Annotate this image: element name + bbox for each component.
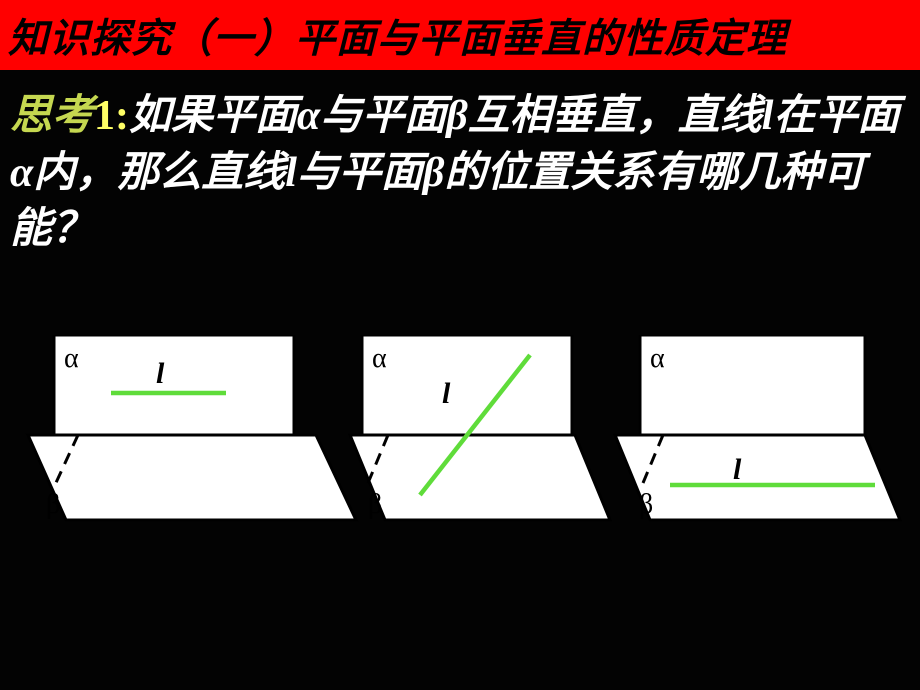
alpha-label: α (64, 343, 79, 374)
question-l1: l (762, 93, 774, 139)
diagrams-container: α β l α β l α β l (0, 335, 920, 635)
thinking-number: 1: (94, 93, 129, 139)
diagram-1: α β l (28, 335, 356, 520)
alpha-label: α (372, 343, 387, 374)
plane-beta (615, 435, 900, 520)
thinking-label: 思考 (10, 93, 94, 139)
diagram-3: α β l (615, 335, 900, 520)
plane-alpha (54, 335, 294, 435)
plane-alpha (640, 335, 865, 435)
plane-beta (350, 435, 610, 520)
header-title: 知识探究（一）平面与平面垂直的性质定理 (8, 6, 787, 64)
beta-label: β (639, 489, 653, 520)
header-bar: 知识探究（一）平面与平面垂直的性质定理 (0, 0, 920, 70)
alpha-label: α (650, 343, 665, 374)
diagram-2: α β l (350, 335, 610, 520)
plane-beta (28, 435, 356, 520)
question-block: 思考1:如果平面α与平面β互相垂直，直线l在平面α内，那么直线l与平面β的位置关… (0, 70, 920, 258)
line-l-label: l (156, 357, 165, 390)
beta-label: β (368, 489, 382, 520)
diagrams-svg: α β l α β l α β l (0, 335, 920, 635)
question-text-1: 如果平面α与平面β互相垂直，直线 (129, 93, 762, 139)
beta-label: β (46, 489, 60, 520)
plane-alpha (362, 335, 572, 435)
line-l-label: l (733, 453, 742, 486)
line-l-label: l (442, 377, 451, 410)
question-l2: l (285, 150, 297, 196)
